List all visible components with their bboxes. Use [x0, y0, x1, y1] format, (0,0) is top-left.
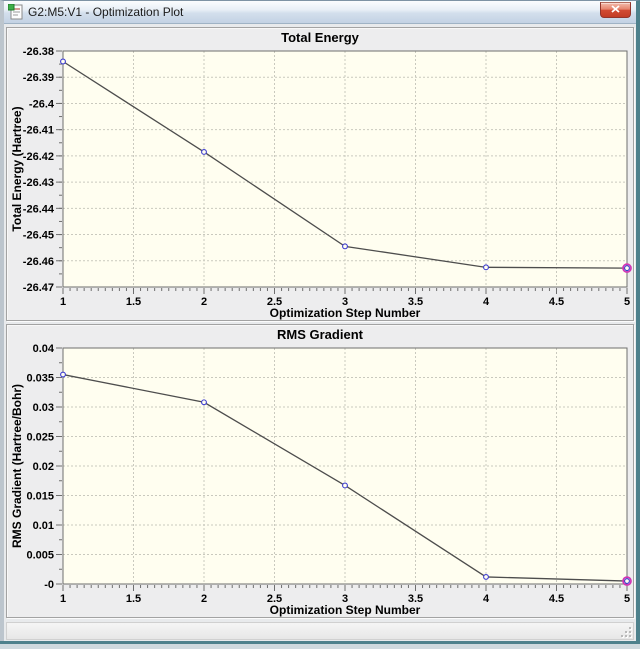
y-tick-label: -26.38	[23, 46, 54, 58]
y-tick-label: -26.43	[23, 177, 54, 189]
x-tick-label: 1	[60, 593, 66, 605]
x-tick-label: 4	[483, 593, 490, 605]
data-point[interactable]	[624, 265, 630, 272]
highlighted-point-ring	[622, 263, 632, 273]
x-tick-label: 2.5	[267, 593, 282, 605]
status-bar	[6, 622, 634, 640]
highlighted-point-ring	[622, 576, 632, 586]
y-tick-label: -0	[44, 579, 54, 591]
x-tick-label: 1.5	[126, 296, 141, 308]
x-tick-label: 3.5	[408, 593, 423, 605]
x-tick-label: 3	[342, 593, 348, 605]
data-point[interactable]	[60, 371, 66, 378]
total-energy-panel: Total Energy 1 1.5 2 2.5 3 3.5 4 4.5 5 -26.38 -26.…	[6, 27, 634, 321]
chart-title-rms-gradient: RMS Gradient	[277, 327, 363, 342]
data-point[interactable]	[201, 149, 207, 155]
x-tick-label: 5	[624, 593, 630, 605]
x-tick-label: 2.5	[267, 296, 282, 308]
y-tick-label: -26.41	[23, 125, 54, 137]
y-tick-label: 0.02	[33, 461, 54, 473]
y-axis-title: Total Energy (Hartree)	[10, 106, 24, 231]
y-tick-label: -26.42	[23, 151, 54, 163]
y-tick-label: -26.46	[23, 256, 54, 268]
y-tick-label: -26.47	[23, 282, 54, 294]
data-point[interactable]	[483, 573, 489, 580]
window-bottom-frame	[0, 641, 640, 649]
client-area: Total Energy 1 1.5 2 2.5 3 3.5 4 4.5 5 -26.38 -26.…	[4, 24, 636, 640]
x-tick-label: 3	[342, 296, 348, 308]
titlebar[interactable]: G2:M5:V1 - Optimization Plot	[4, 1, 636, 24]
x-tick-label: 1.5	[126, 593, 141, 605]
data-point[interactable]	[624, 578, 630, 585]
close-button[interactable]	[600, 2, 631, 18]
x-axis-title: Optimization Step Number	[270, 603, 421, 617]
window-title: G2:M5:V1 - Optimization Plot	[28, 5, 184, 19]
x-tick-label: 4.5	[549, 593, 564, 605]
chart-title-total-energy: Total Energy	[281, 30, 359, 45]
y-tick-label: 0.025	[26, 432, 54, 444]
x-tick-label: 5	[624, 296, 630, 308]
data-point[interactable]	[342, 243, 348, 250]
y-tick-label: 0.015	[26, 491, 54, 503]
rms-gradient-chart: 1 1.5 2 2.5 3 3.5 4 4.5 5 0.04 0.035 0.03 0.025 0.02 0…	[10, 343, 632, 617]
data-point[interactable]	[342, 482, 348, 489]
y-tick-label: 0.035	[26, 373, 54, 385]
data-point[interactable]	[483, 264, 489, 271]
y-tick-label: -26.39	[23, 72, 54, 84]
y-tick-label: -26.44	[23, 203, 55, 215]
x-tick-label: 2	[201, 296, 207, 308]
y-tick-label: 0.03	[33, 402, 54, 414]
y-tick-label: 0.04	[33, 343, 55, 355]
data-point[interactable]	[60, 58, 66, 65]
x-tick-label: 4	[483, 296, 490, 308]
y-tick-label: -26.4	[29, 98, 55, 110]
close-icon	[611, 4, 620, 16]
x-tick-label: 4.5	[549, 296, 564, 308]
app-icon	[7, 3, 24, 20]
rms-gradient-panel: RMS Gradient 1 1.5 2 2.5 3 3.5 4 4.5 5 0.04 0.035 0…	[6, 324, 634, 618]
resize-grip[interactable]	[621, 627, 631, 637]
y-axis-title: RMS Gradient (Hartree/Bohr)	[10, 384, 24, 548]
plot-border	[62, 50, 628, 288]
x-tick-label: 3.5	[408, 296, 423, 308]
y-tick-label: 0.01	[33, 520, 54, 532]
plot-border	[62, 347, 628, 585]
x-axis-title: Optimization Step Number	[270, 306, 421, 320]
y-tick-label: 0.005	[26, 550, 54, 562]
y-tick-label: -26.45	[23, 230, 54, 242]
x-tick-label: 1	[60, 296, 66, 308]
data-point[interactable]	[201, 399, 207, 406]
x-tick-label: 2	[201, 593, 207, 605]
total-energy-chart: 1 1.5 2 2.5 3 3.5 4 4.5 5 -26.38 -26.39 -26.4 -26.41…	[10, 46, 632, 320]
